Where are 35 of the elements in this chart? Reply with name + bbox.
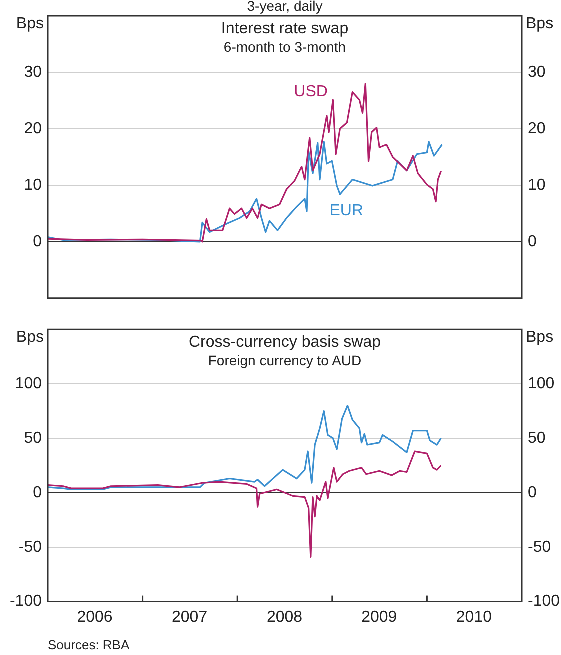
y-axis-title: Bps	[16, 15, 44, 32]
chart-title: Cross-currency basis swap	[188, 334, 382, 352]
series-label: USD	[294, 84, 328, 101]
x-tick-label: 2007	[172, 608, 208, 626]
y-tick-label: 10	[24, 176, 42, 194]
y-tick-label: -100	[10, 593, 42, 610]
y2-tick-label: -100	[528, 593, 560, 610]
y2-tick-label: 0	[528, 233, 537, 250]
y2-tick-label: 30	[528, 64, 546, 81]
chart-title: Interest rate swap	[221, 20, 349, 38]
y2-axis-title: Bps	[526, 329, 554, 346]
source-note: Sources: RBA	[48, 638, 130, 653]
y-tick-label: 20	[24, 120, 42, 138]
x-tick-label: 2009	[362, 608, 398, 626]
y-tick-label: 30	[24, 64, 42, 81]
y-tick-label: 100	[15, 375, 42, 392]
y-tick-label: -50	[18, 538, 42, 556]
y2-tick-label: 20	[528, 120, 546, 138]
text: 3-year, daily	[247, 0, 323, 14]
y2-tick-label: -50	[528, 538, 552, 556]
x-tick-label: 2006	[77, 608, 113, 626]
y-tick-label: 0	[33, 484, 42, 502]
x-tick-label: 2010	[456, 608, 492, 626]
y2-tick-label: 0	[528, 484, 537, 502]
y-tick-label: 0	[33, 233, 42, 250]
series-label: EUR	[330, 202, 364, 220]
y-tick-label: 50	[24, 430, 42, 447]
y2-tick-label: 10	[528, 176, 546, 194]
x-tick-label: 2008	[266, 608, 303, 626]
y2-tick-label: 50	[528, 430, 546, 447]
y-axis-title: Bps	[16, 329, 44, 346]
text: Foreign currency to AUD	[208, 352, 362, 368]
y2-axis-title: Bps	[526, 15, 554, 32]
y2-tick-label: 100	[528, 375, 555, 392]
text: 6-month to 3-month	[224, 38, 346, 55]
